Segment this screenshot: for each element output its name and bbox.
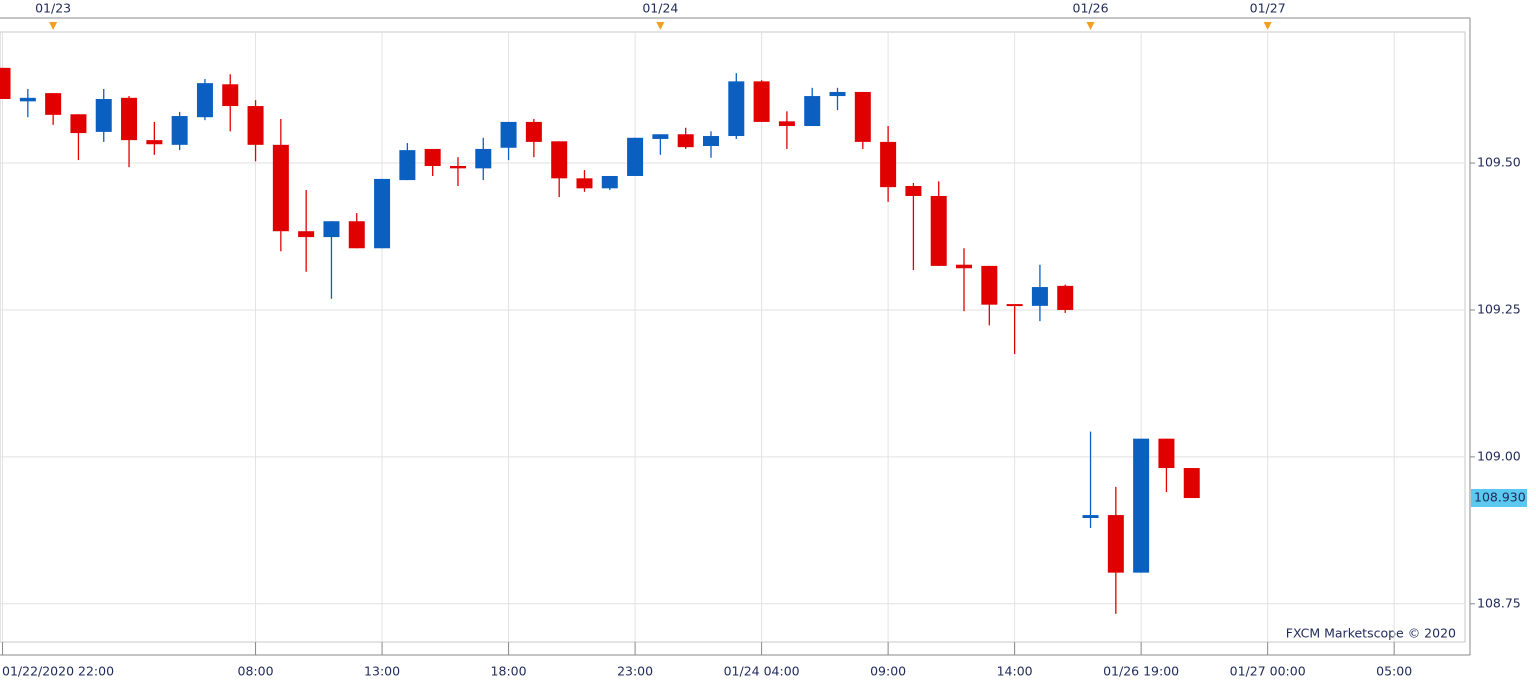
date-marker-label: 01/23 [35,1,71,16]
candle-body [222,84,239,107]
candle-body [829,91,846,97]
candle-body [121,97,138,141]
x-tick-label: 13:00 [364,664,400,679]
x-tick-label: 01/24 04:00 [724,664,800,679]
x-tick-label: 09:00 [870,664,906,679]
x-tick-label: 08:00 [238,664,274,679]
x-tick-label: 01/27 00:00 [1230,664,1306,679]
candle-body [196,83,213,118]
candle-body [424,148,441,166]
candle-body [702,136,719,147]
candle-body [146,140,163,145]
date-marker-label: 01/27 [1250,1,1286,16]
candle-body [399,150,416,181]
candle-body [627,137,644,176]
candle-body [323,221,340,238]
candle-body [449,165,466,169]
candle-body [854,91,871,142]
date-marker [656,22,665,30]
candle-body [525,121,542,142]
y-tick-label: 109.25 [1477,301,1521,316]
y-tick-label: 109.00 [1477,448,1521,463]
candle-body [905,185,922,196]
x-tick-label: 01/22/2020 22:00 [2,664,114,679]
x-tick-label: 23:00 [617,664,653,679]
candle-body [171,116,188,145]
candle-body [298,231,315,238]
watermark: FXCM Marketscope © 2020 [1286,626,1456,641]
x-tick-label: 14:00 [997,664,1033,679]
candle-body [500,121,517,148]
candle-body [551,141,568,179]
x-tick-label: 01/26 19:00 [1103,664,1179,679]
candle-body [0,67,11,99]
candle-body [45,93,62,115]
last-price-box [1471,489,1527,508]
candle-body [19,97,36,102]
candle-body [778,121,795,127]
candle-body [576,178,593,189]
candle-body [956,264,973,269]
date-marker [1086,22,1095,30]
candle-body [1158,438,1175,469]
candle-body [728,81,745,137]
candle-body [348,221,365,249]
candle-body [1183,468,1200,499]
candle-body [1082,515,1099,519]
candle-body [1107,515,1124,573]
candle-body [247,106,264,145]
candle-body [677,134,694,148]
candle-body [1057,285,1074,310]
y-tick-label: 109.50 [1477,155,1521,170]
candle-body [1133,438,1150,573]
candle-body [70,114,87,134]
candle-body [272,144,289,232]
candle-body [601,175,618,189]
candle-body [880,141,897,188]
date-marker-label: 01/24 [642,1,678,16]
date-marker-label: 01/26 [1073,1,1109,16]
candle-body [804,96,821,127]
x-tick-label: 05:00 [1376,664,1412,679]
last-price-label: 108.930 [1474,490,1526,505]
candle-body [1031,287,1048,306]
date-marker [49,22,58,30]
candle-body [930,195,947,266]
candle-body [95,98,112,132]
candle-body [374,178,391,249]
candle-body [475,148,492,169]
candle-body [1006,304,1023,307]
candle-body [652,134,669,139]
x-tick-label: 18:00 [491,664,527,679]
candle-body [753,81,770,122]
date-marker [1263,22,1272,30]
candle-body [981,265,998,305]
y-tick-label: 108.75 [1477,595,1521,610]
